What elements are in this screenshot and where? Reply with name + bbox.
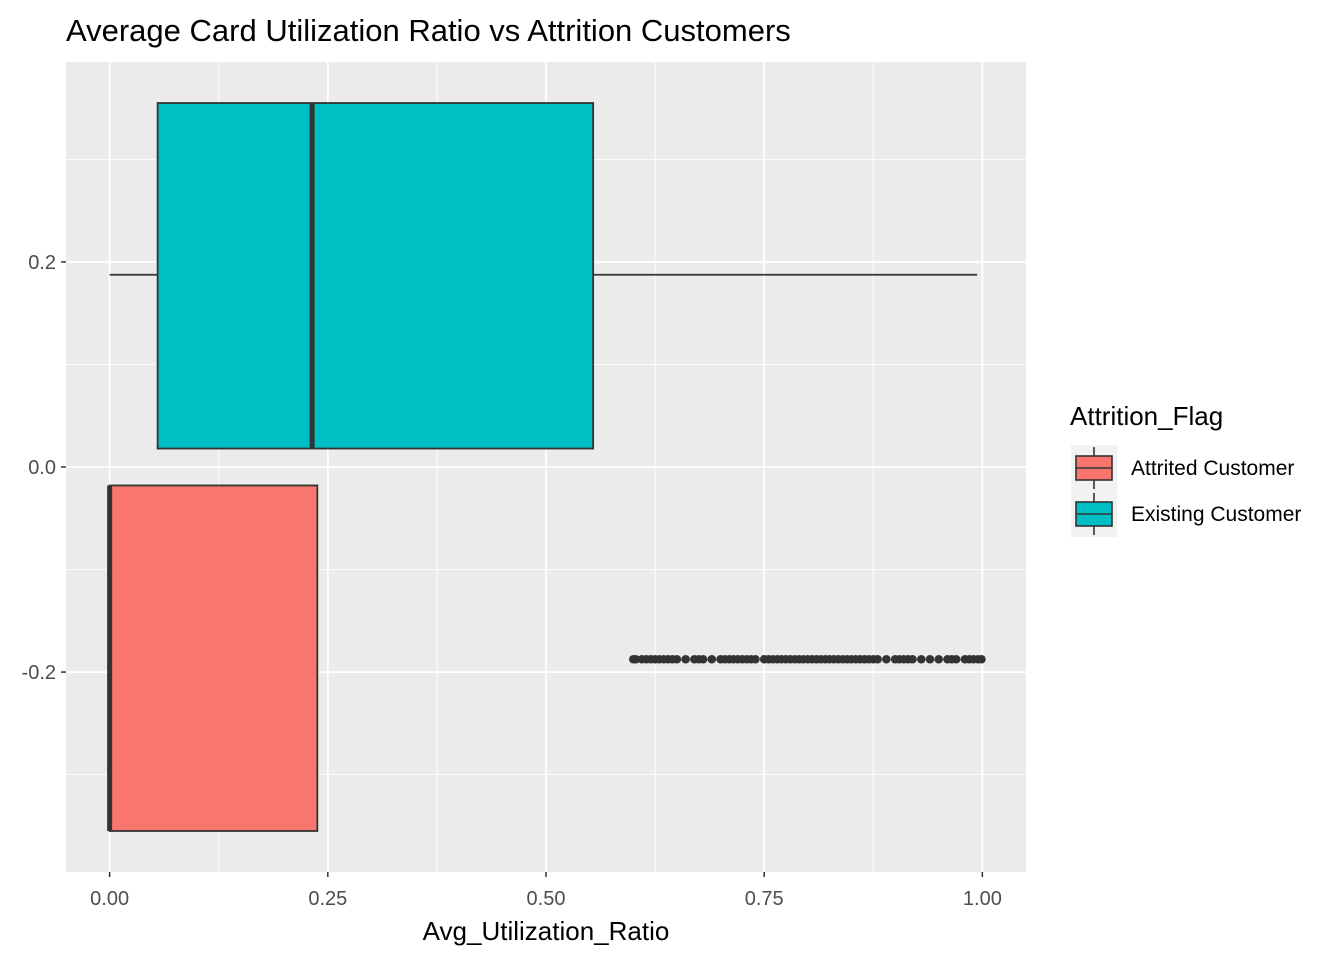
y-axis: 0.2 0.0 -0.2: [22, 252, 66, 684]
outlier-point: [882, 654, 891, 664]
x-axis: 0.00 0.25 0.50 0.75 1.00: [90, 872, 1002, 910]
outlier-point: [977, 654, 986, 664]
boxes-layer: [107, 102, 986, 832]
y-tick-label: -0.2: [22, 662, 56, 684]
box-iqr: [108, 484, 319, 832]
outlier-point: [751, 654, 760, 664]
y-tick-label: 0.0: [28, 457, 56, 479]
outlier-point: [908, 654, 917, 664]
x-tick-label: 0.50: [527, 888, 566, 910]
x-tick-label: 0.25: [308, 888, 347, 910]
outlier-point: [925, 654, 935, 664]
box-iqr: [156, 102, 595, 450]
outlier-point: [873, 654, 882, 664]
outlier-point: [916, 654, 926, 664]
outlier-point: [707, 654, 717, 664]
outlier-point: [934, 654, 944, 664]
x-axis-title: Avg_Utilization_Ratio: [423, 916, 670, 946]
legend-item: Attrited Customer: [1071, 445, 1294, 491]
outlier-point: [681, 654, 690, 664]
y-tick-label: 0.2: [28, 252, 56, 274]
x-tick-label: 0.00: [90, 888, 129, 910]
legend-title: Attrition_Flag: [1070, 401, 1223, 431]
legend-item: Existing Customer: [1071, 491, 1301, 537]
legend-label: Attrited Customer: [1131, 457, 1294, 480]
x-tick-label: 1.00: [963, 888, 1002, 910]
chart-title: Average Card Utilization Ratio vs Attrit…: [66, 13, 791, 48]
outlier-point: [631, 654, 641, 664]
outlier-point: [951, 654, 961, 664]
outlier-point: [672, 654, 682, 664]
legend-label: Existing Customer: [1131, 503, 1301, 526]
legend: Attrition_Flag Attrited Customer Existing…: [1070, 401, 1301, 537]
box-attrited-customer: [107, 484, 986, 832]
box-existing-customer: [109, 102, 978, 450]
outlier-point: [698, 654, 708, 664]
x-tick-label: 0.75: [745, 888, 784, 910]
legend-items: Attrited Customer Existing Customer: [1071, 445, 1301, 537]
